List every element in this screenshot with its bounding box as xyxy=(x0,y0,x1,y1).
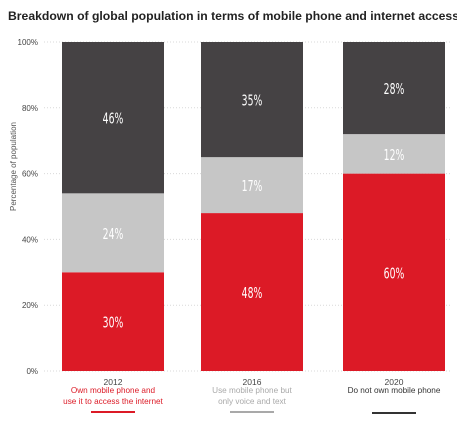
bar-2012-segment-1 xyxy=(62,193,164,273)
x-tick-label: 2012 xyxy=(104,377,123,387)
data-label: 24% xyxy=(103,224,124,242)
legend-label-line: only voice and text xyxy=(218,396,286,406)
y-axis-label: Percentage of population xyxy=(9,122,18,211)
bar-2016-segment-0 xyxy=(201,213,303,371)
data-label: 12% xyxy=(384,145,405,163)
data-label: 60% xyxy=(384,264,405,282)
data-label: 30% xyxy=(103,313,124,331)
legend-voice-text: Use mobile phone but only voice and text xyxy=(187,386,317,413)
legend-own-internet: Own mobile phone and use it to access th… xyxy=(48,386,178,413)
x-tick-label: 2016 xyxy=(243,377,262,387)
data-label: 35% xyxy=(242,91,263,109)
legend-label-line: Use mobile phone but xyxy=(212,386,292,395)
legend-no-phone: Do not own mobile phone xyxy=(329,386,457,414)
bar-2016-segment-1 xyxy=(201,157,303,214)
legend-swatch xyxy=(91,411,135,413)
bar-2016-segment-2 xyxy=(201,42,303,158)
legend-label-line: use it to access the internet xyxy=(63,396,163,406)
legend-label-line: Own mobile phone and xyxy=(70,386,156,395)
data-label: 46% xyxy=(103,109,124,127)
y-tick-label: 40% xyxy=(22,235,38,244)
bar-2012-segment-2 xyxy=(62,42,164,194)
bar-2012-segment-0 xyxy=(62,272,164,371)
bar-2020-segment-1 xyxy=(343,134,445,174)
data-label: 48% xyxy=(242,284,263,302)
chart-title: Breakdown of global population in terms … xyxy=(8,9,457,23)
x-tick-label: 2020 xyxy=(385,377,404,387)
legend-label-line: Do not own mobile phone xyxy=(347,386,441,395)
y-tick-label: 20% xyxy=(22,301,38,310)
legend-swatch xyxy=(372,411,416,414)
y-tick-label: 60% xyxy=(22,170,38,179)
y-tick-label: 0% xyxy=(26,367,38,376)
data-label: 28% xyxy=(384,80,405,98)
bar-2020-segment-0 xyxy=(343,173,445,371)
bar-2020-segment-2 xyxy=(343,42,445,135)
legend-swatch xyxy=(230,411,274,413)
y-tick-label: 100% xyxy=(18,38,38,47)
y-tick-label: 80% xyxy=(22,104,38,113)
data-label: 17% xyxy=(242,177,263,195)
